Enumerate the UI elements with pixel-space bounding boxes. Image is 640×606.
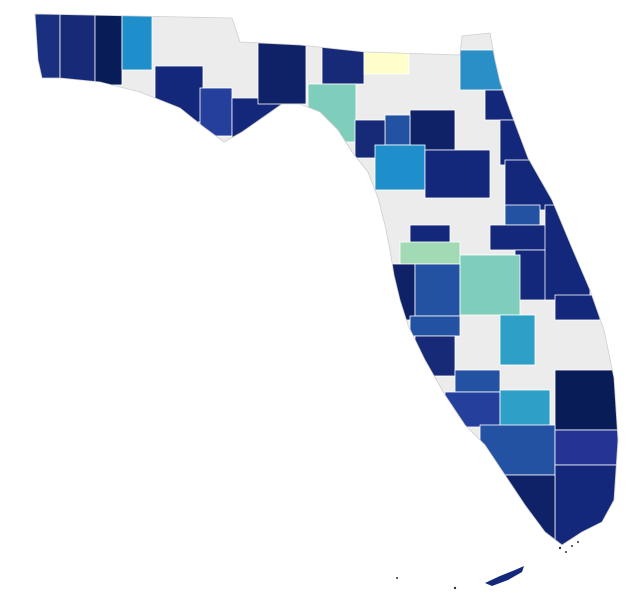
county	[409, 315, 461, 337]
county	[454, 369, 501, 393]
county	[414, 335, 456, 377]
county	[554, 294, 601, 321]
keys	[485, 566, 524, 586]
county	[554, 369, 618, 431]
county	[414, 263, 461, 317]
county	[257, 41, 307, 105]
county	[544, 204, 591, 301]
county	[307, 83, 357, 143]
county	[499, 389, 551, 431]
county	[484, 89, 516, 121]
county	[154, 65, 204, 123]
county	[459, 254, 521, 316]
county	[499, 314, 536, 366]
county	[35, 14, 61, 86]
county	[231, 97, 283, 144]
county	[374, 144, 426, 191]
county	[121, 14, 153, 71]
county	[479, 424, 556, 476]
county	[444, 391, 501, 428]
county	[499, 119, 536, 166]
county	[199, 87, 233, 137]
county	[94, 14, 123, 86]
county	[399, 241, 461, 265]
county	[554, 464, 618, 545]
county	[489, 224, 551, 251]
county	[554, 429, 618, 466]
islands	[396, 541, 579, 590]
county	[409, 109, 456, 151]
county	[504, 204, 541, 226]
county	[504, 159, 556, 211]
county	[514, 249, 551, 301]
county	[59, 14, 96, 86]
county	[384, 114, 411, 146]
state-outline	[34, 13, 619, 546]
county	[459, 49, 503, 91]
county	[479, 474, 556, 545]
county	[424, 149, 491, 199]
